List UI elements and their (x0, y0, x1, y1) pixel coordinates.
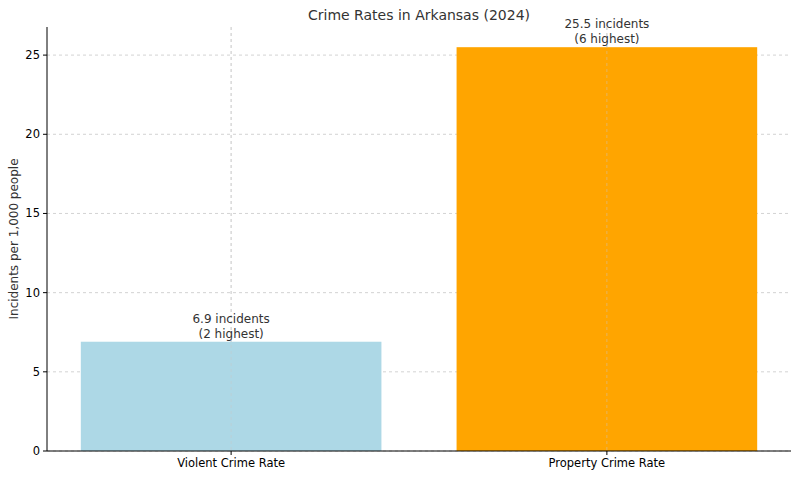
x-tick-label: Property Crime Rate (549, 456, 666, 470)
chart: 0 5 10 15 20 25 Violent Crime Rate Property Cri… (0, 0, 800, 477)
grid-line-x (231, 27, 232, 451)
y-tick (43, 451, 47, 452)
x-tick (231, 451, 232, 455)
annotation: (2 highest) (198, 327, 263, 341)
y-tick (43, 371, 47, 372)
y-tick (43, 55, 47, 56)
y-tick-label: 10 (25, 286, 40, 300)
data-label: 25.5 incidents (564, 17, 649, 31)
y-tick-label: 25 (25, 48, 40, 62)
y-tick-label: 20 (25, 127, 40, 141)
data-label: 6.9 incidents (192, 312, 269, 326)
title: Crime Rates in Arkansas (2024) (308, 7, 530, 23)
y-tick-label: 15 (25, 206, 40, 220)
y-tick-label: 5 (33, 365, 40, 379)
annotation: (6 highest) (574, 32, 639, 46)
x-tick-label: Violent Crime Rate (177, 456, 285, 470)
y-axis-line (47, 27, 48, 451)
y-tick-label: 0 (33, 444, 40, 458)
grid-line-x (231, 27, 232, 451)
x-tick (606, 451, 607, 455)
bars (81, 47, 757, 451)
grid-line-x (606, 27, 607, 451)
x-axis-line (47, 451, 791, 452)
y-tick (43, 134, 47, 135)
y-tick (43, 292, 47, 293)
y-axis-label: Incidents per 1,000 people (7, 158, 21, 319)
y-tick (43, 213, 47, 214)
grid-line (47, 451, 791, 452)
